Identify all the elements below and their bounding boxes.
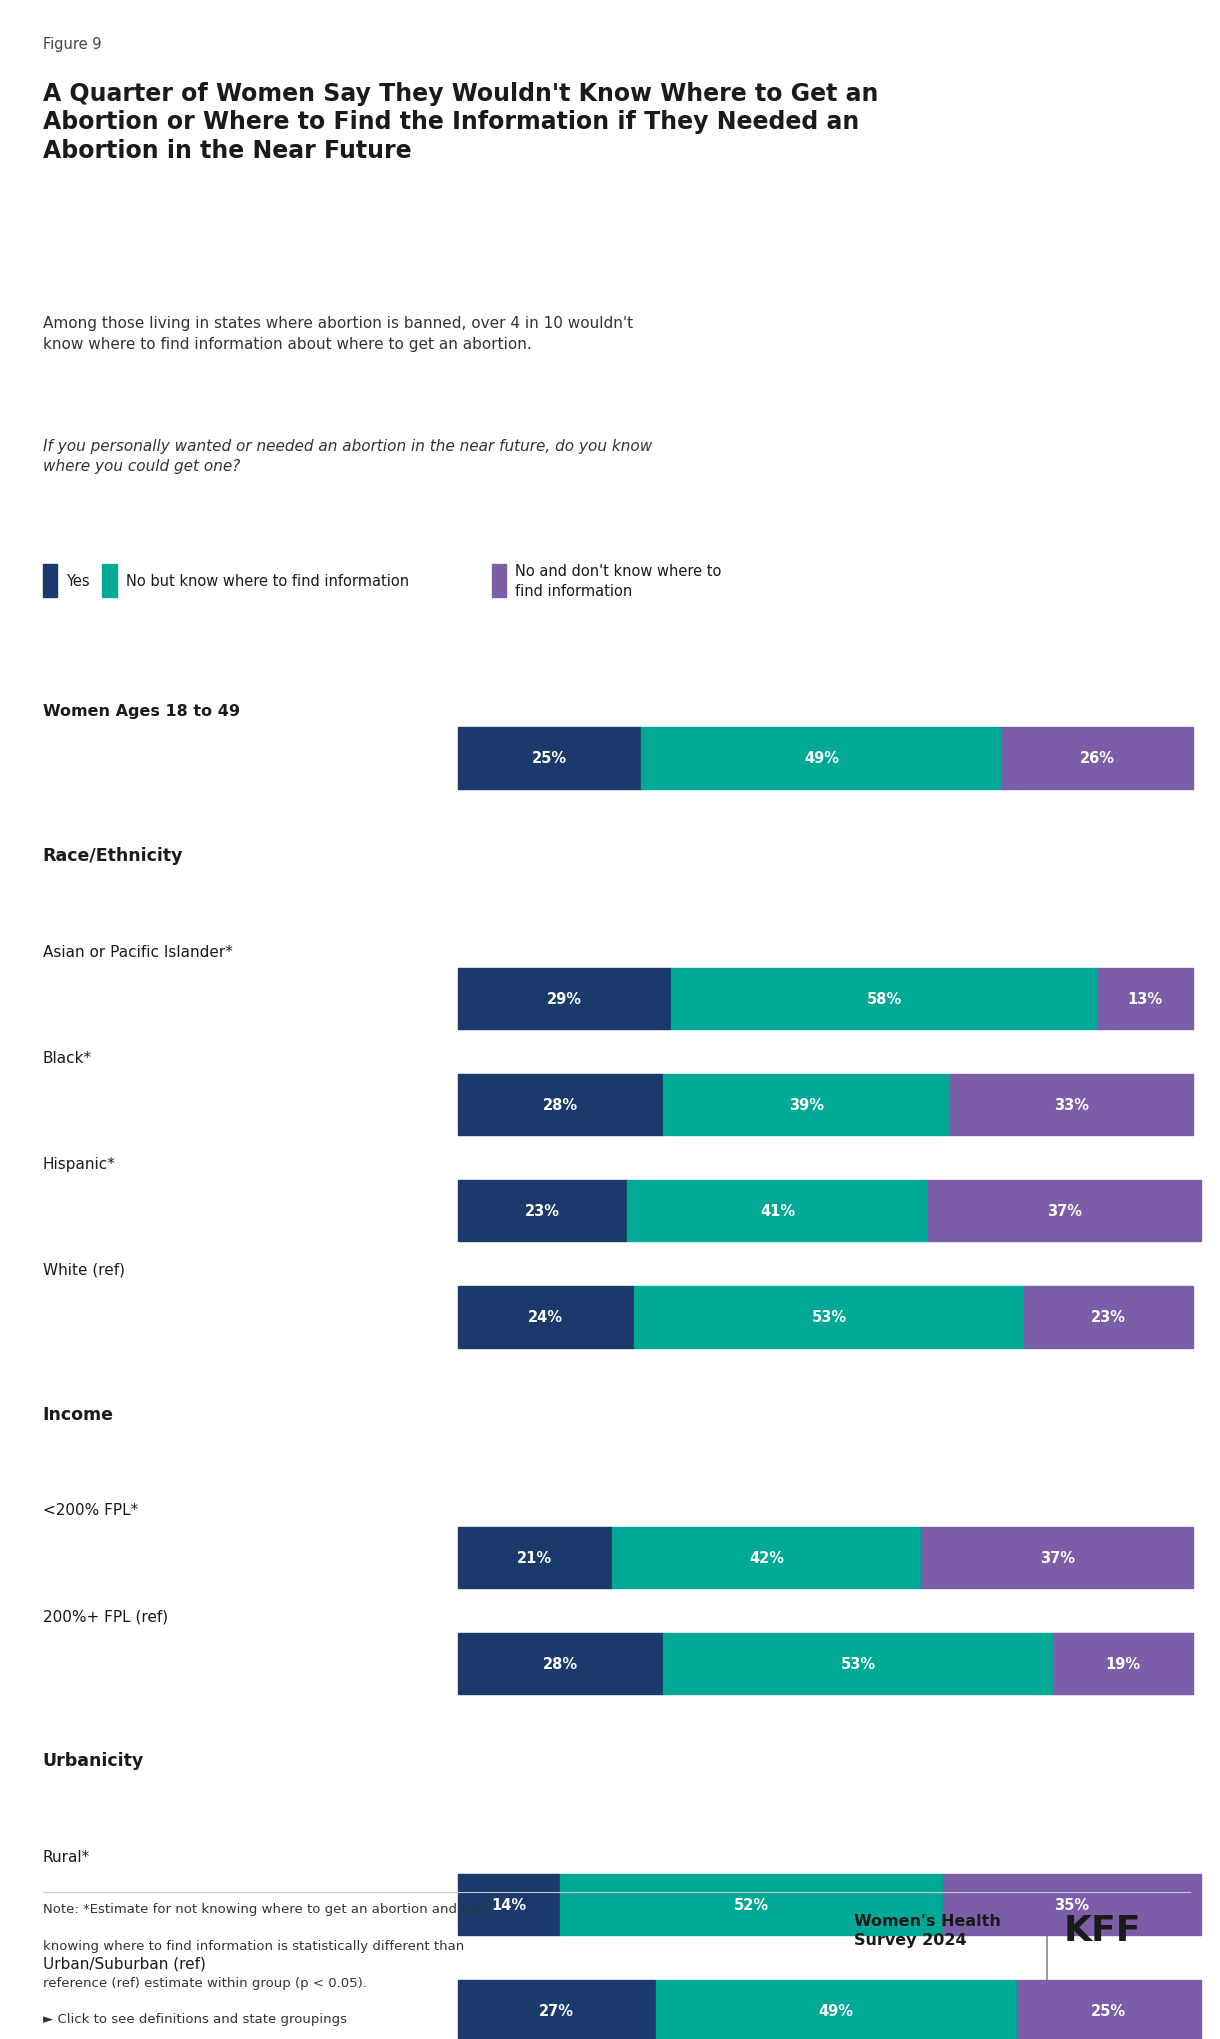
Text: 21%: 21% bbox=[517, 1550, 553, 1566]
Bar bbox=[928, 1181, 1200, 1242]
Text: 37%: 37% bbox=[1047, 1203, 1082, 1219]
Bar bbox=[458, 1181, 627, 1242]
Bar bbox=[664, 1633, 1053, 1694]
Text: Women's Health
Survey 2024: Women's Health Survey 2024 bbox=[854, 1913, 1000, 1947]
Bar bbox=[664, 1075, 950, 1136]
Bar bbox=[1016, 1980, 1200, 2039]
Bar bbox=[950, 1075, 1193, 1136]
Bar bbox=[458, 1075, 664, 1136]
Text: 28%: 28% bbox=[543, 1656, 578, 1672]
Text: 37%: 37% bbox=[1039, 1550, 1075, 1566]
Text: 49%: 49% bbox=[819, 2002, 854, 2019]
Text: Black*: Black* bbox=[43, 1050, 92, 1064]
Text: 53%: 53% bbox=[811, 1309, 847, 1325]
Text: 42%: 42% bbox=[749, 1550, 784, 1566]
Text: 27%: 27% bbox=[539, 2002, 575, 2019]
Text: reference (ref) estimate within group (p < 0.05).: reference (ref) estimate within group (p… bbox=[43, 1976, 366, 1988]
Text: Hispanic*: Hispanic* bbox=[43, 1156, 116, 1170]
Text: 23%: 23% bbox=[525, 1203, 560, 1219]
Bar bbox=[612, 1527, 921, 1588]
Bar bbox=[921, 1527, 1193, 1588]
Text: Among those living in states where abortion is banned, over 4 in 10 wouldn't
kno: Among those living in states where abort… bbox=[43, 316, 633, 351]
Text: No and don't know where to
find information: No and don't know where to find informat… bbox=[515, 563, 721, 599]
Text: 53%: 53% bbox=[841, 1656, 876, 1672]
Text: Rural*: Rural* bbox=[43, 1849, 90, 1864]
Bar bbox=[458, 1980, 656, 2039]
Bar bbox=[671, 969, 1098, 1030]
Text: 28%: 28% bbox=[543, 1097, 578, 1113]
Text: 24%: 24% bbox=[528, 1309, 564, 1325]
Bar bbox=[102, 565, 117, 597]
Text: Yes: Yes bbox=[66, 573, 89, 589]
Text: 25%: 25% bbox=[532, 750, 567, 767]
Text: Women Ages 18 to 49: Women Ages 18 to 49 bbox=[43, 703, 239, 718]
Text: 41%: 41% bbox=[760, 1203, 795, 1219]
Bar bbox=[492, 565, 506, 597]
Text: Figure 9: Figure 9 bbox=[43, 37, 101, 51]
Bar bbox=[458, 1287, 634, 1348]
Bar bbox=[560, 1874, 943, 1935]
Bar bbox=[43, 565, 57, 597]
Text: Income: Income bbox=[43, 1405, 113, 1423]
Text: KFF: KFF bbox=[1064, 1913, 1142, 1947]
Text: 200%+ FPL (ref): 200%+ FPL (ref) bbox=[43, 1609, 168, 1623]
Bar bbox=[458, 728, 642, 789]
Text: 49%: 49% bbox=[804, 750, 839, 767]
Text: 58%: 58% bbox=[866, 991, 902, 1007]
Text: Note: *Estimate for not knowing where to get an abortion and not: Note: *Estimate for not knowing where to… bbox=[43, 1902, 483, 1915]
Bar bbox=[1024, 1287, 1193, 1348]
Text: Asian or Pacific Islander*: Asian or Pacific Islander* bbox=[43, 944, 233, 958]
Text: No but know where to find information: No but know where to find information bbox=[126, 573, 409, 589]
Text: 52%: 52% bbox=[734, 1896, 770, 1913]
Bar bbox=[1002, 728, 1193, 789]
Text: White (ref): White (ref) bbox=[43, 1262, 124, 1276]
Text: 26%: 26% bbox=[1080, 750, 1115, 767]
Bar bbox=[1098, 969, 1193, 1030]
Text: 25%: 25% bbox=[1091, 2002, 1126, 2019]
Bar bbox=[642, 728, 1002, 789]
Text: 33%: 33% bbox=[1054, 1097, 1089, 1113]
Bar bbox=[634, 1287, 1024, 1348]
Text: 14%: 14% bbox=[492, 1896, 527, 1913]
Text: Urbanicity: Urbanicity bbox=[43, 1752, 144, 1770]
Bar bbox=[943, 1874, 1200, 1935]
Bar bbox=[458, 1527, 612, 1588]
Text: If you personally wanted or needed an abortion in the near future, do you know
w: If you personally wanted or needed an ab… bbox=[43, 438, 651, 473]
Text: 19%: 19% bbox=[1105, 1656, 1141, 1672]
Bar bbox=[458, 969, 671, 1030]
Text: 35%: 35% bbox=[1054, 1896, 1089, 1913]
Text: ► Click to see definitions and state groupings: ► Click to see definitions and state gro… bbox=[43, 2012, 346, 2025]
Bar bbox=[458, 1874, 560, 1935]
Text: A Quarter of Women Say They Wouldn't Know Where to Get an
Abortion or Where to F: A Quarter of Women Say They Wouldn't Kno… bbox=[43, 82, 878, 163]
Bar bbox=[656, 1980, 1016, 2039]
Bar bbox=[627, 1181, 928, 1242]
Text: Urban/Suburban (ref): Urban/Suburban (ref) bbox=[43, 1955, 206, 1970]
Text: knowing where to find information is statistically different than: knowing where to find information is sta… bbox=[43, 1939, 464, 1951]
Text: <200% FPL*: <200% FPL* bbox=[43, 1503, 138, 1517]
Text: 23%: 23% bbox=[1091, 1309, 1126, 1325]
Text: 39%: 39% bbox=[789, 1097, 825, 1113]
Text: 29%: 29% bbox=[547, 991, 582, 1007]
Text: Race/Ethnicity: Race/Ethnicity bbox=[43, 846, 183, 865]
Text: 13%: 13% bbox=[1127, 991, 1163, 1007]
Bar bbox=[1053, 1633, 1193, 1694]
Bar bbox=[458, 1633, 664, 1694]
